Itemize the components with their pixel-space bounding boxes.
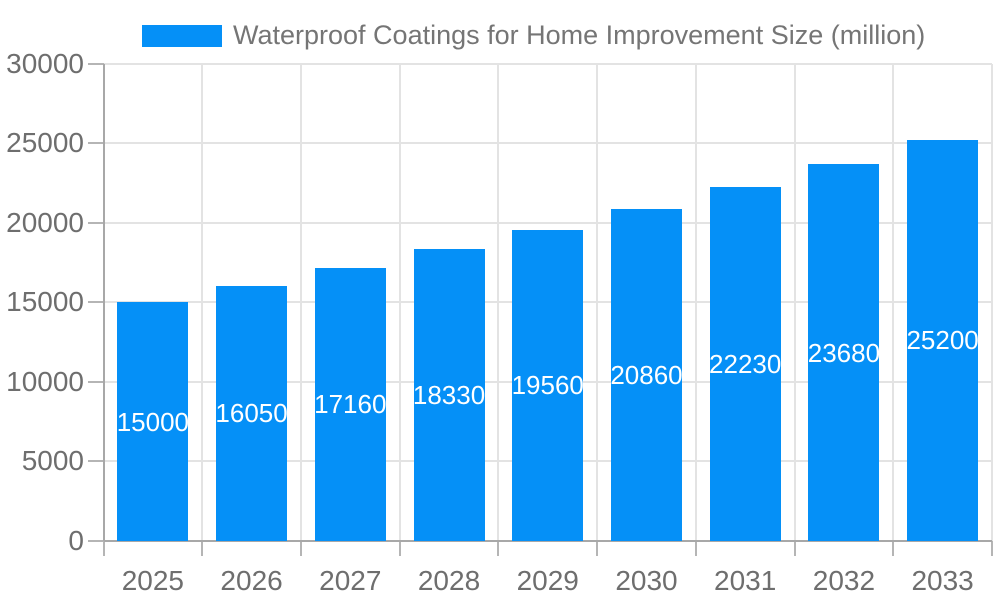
x-gridline [892,63,895,541]
x-tick [694,541,697,556]
x-gridline [398,63,401,541]
bar-value-label: 18330 [412,380,486,411]
x-gridline [991,63,993,541]
x-gridline [694,63,697,541]
x-tick-label: 2031 [714,565,777,596]
y-tick-label: 10000 [6,365,84,397]
x-tick [596,541,599,556]
y-gridline [103,62,992,65]
x-tick [398,541,401,556]
bar-2029 [512,229,584,541]
y-tick [88,460,104,463]
legend-series-label: Waterproof Coatings for Home Improvement… [233,20,926,50]
x-tick [201,541,204,556]
y-gridline [103,221,992,224]
x-tick-label: 2032 [812,565,876,596]
chart-legend[interactable]: Waterproof Coatings for Home Improvement… [142,20,925,51]
y-tick [88,380,104,383]
x-tick-label: 2028 [417,565,481,596]
x-gridline [201,63,204,541]
y-tick-label: 20000 [6,206,84,238]
bar-value-label: 23680 [807,337,881,368]
y-tick-label: 25000 [6,127,84,159]
x-tick [102,541,105,556]
x-tick [497,541,500,556]
y-tick [88,221,104,224]
bar-2032 [808,164,880,541]
x-gridline [497,63,500,541]
x-tick-label: 2027 [319,565,382,596]
bar-2028 [413,249,485,541]
x-tick-label: 2025 [121,565,184,596]
bar-2030 [610,208,682,541]
x-tick [892,541,895,556]
y-tick [88,301,104,304]
y-tick [88,540,104,542]
x-gridline [299,63,302,541]
x-tick-label: 2026 [220,565,283,596]
bar-value-label: 20860 [610,359,683,390]
legend-swatch-icon [142,24,222,47]
x-tick [991,541,993,556]
x-tick-label: 2030 [615,565,678,596]
bar-value-label: 16050 [215,398,288,429]
x-tick [793,541,796,556]
y-tick-label: 0 [68,525,84,556]
y-tick [88,142,104,145]
y-tick-label: 5000 [21,445,84,477]
bar-value-label: 17160 [314,389,387,420]
bar-2031 [709,187,781,541]
x-tick-label: 2029 [516,565,579,596]
bar-2025 [117,302,189,541]
bar-2027 [314,267,386,541]
y-tick [88,62,104,65]
y-tick-label: 30000 [6,47,84,79]
bar-value-label: 15000 [116,406,190,437]
bar-value-label: 22230 [709,349,782,380]
y-tick-label: 15000 [6,286,84,318]
x-tick [299,541,302,556]
x-gridline [793,63,796,541]
y-axis-line [102,63,105,541]
bar-2026 [216,285,288,541]
x-gridline [596,63,599,541]
bar-2033 [907,139,979,541]
x-axis-line [103,540,992,542]
y-gridline [103,142,992,145]
bar-value-label: 19560 [511,370,584,401]
bar-value-label: 25200 [906,325,979,356]
x-tick-label: 2033 [911,565,974,596]
